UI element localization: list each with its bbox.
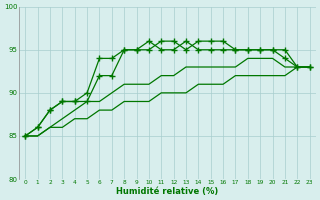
X-axis label: Humidité relative (%): Humidité relative (%)	[116, 187, 219, 196]
